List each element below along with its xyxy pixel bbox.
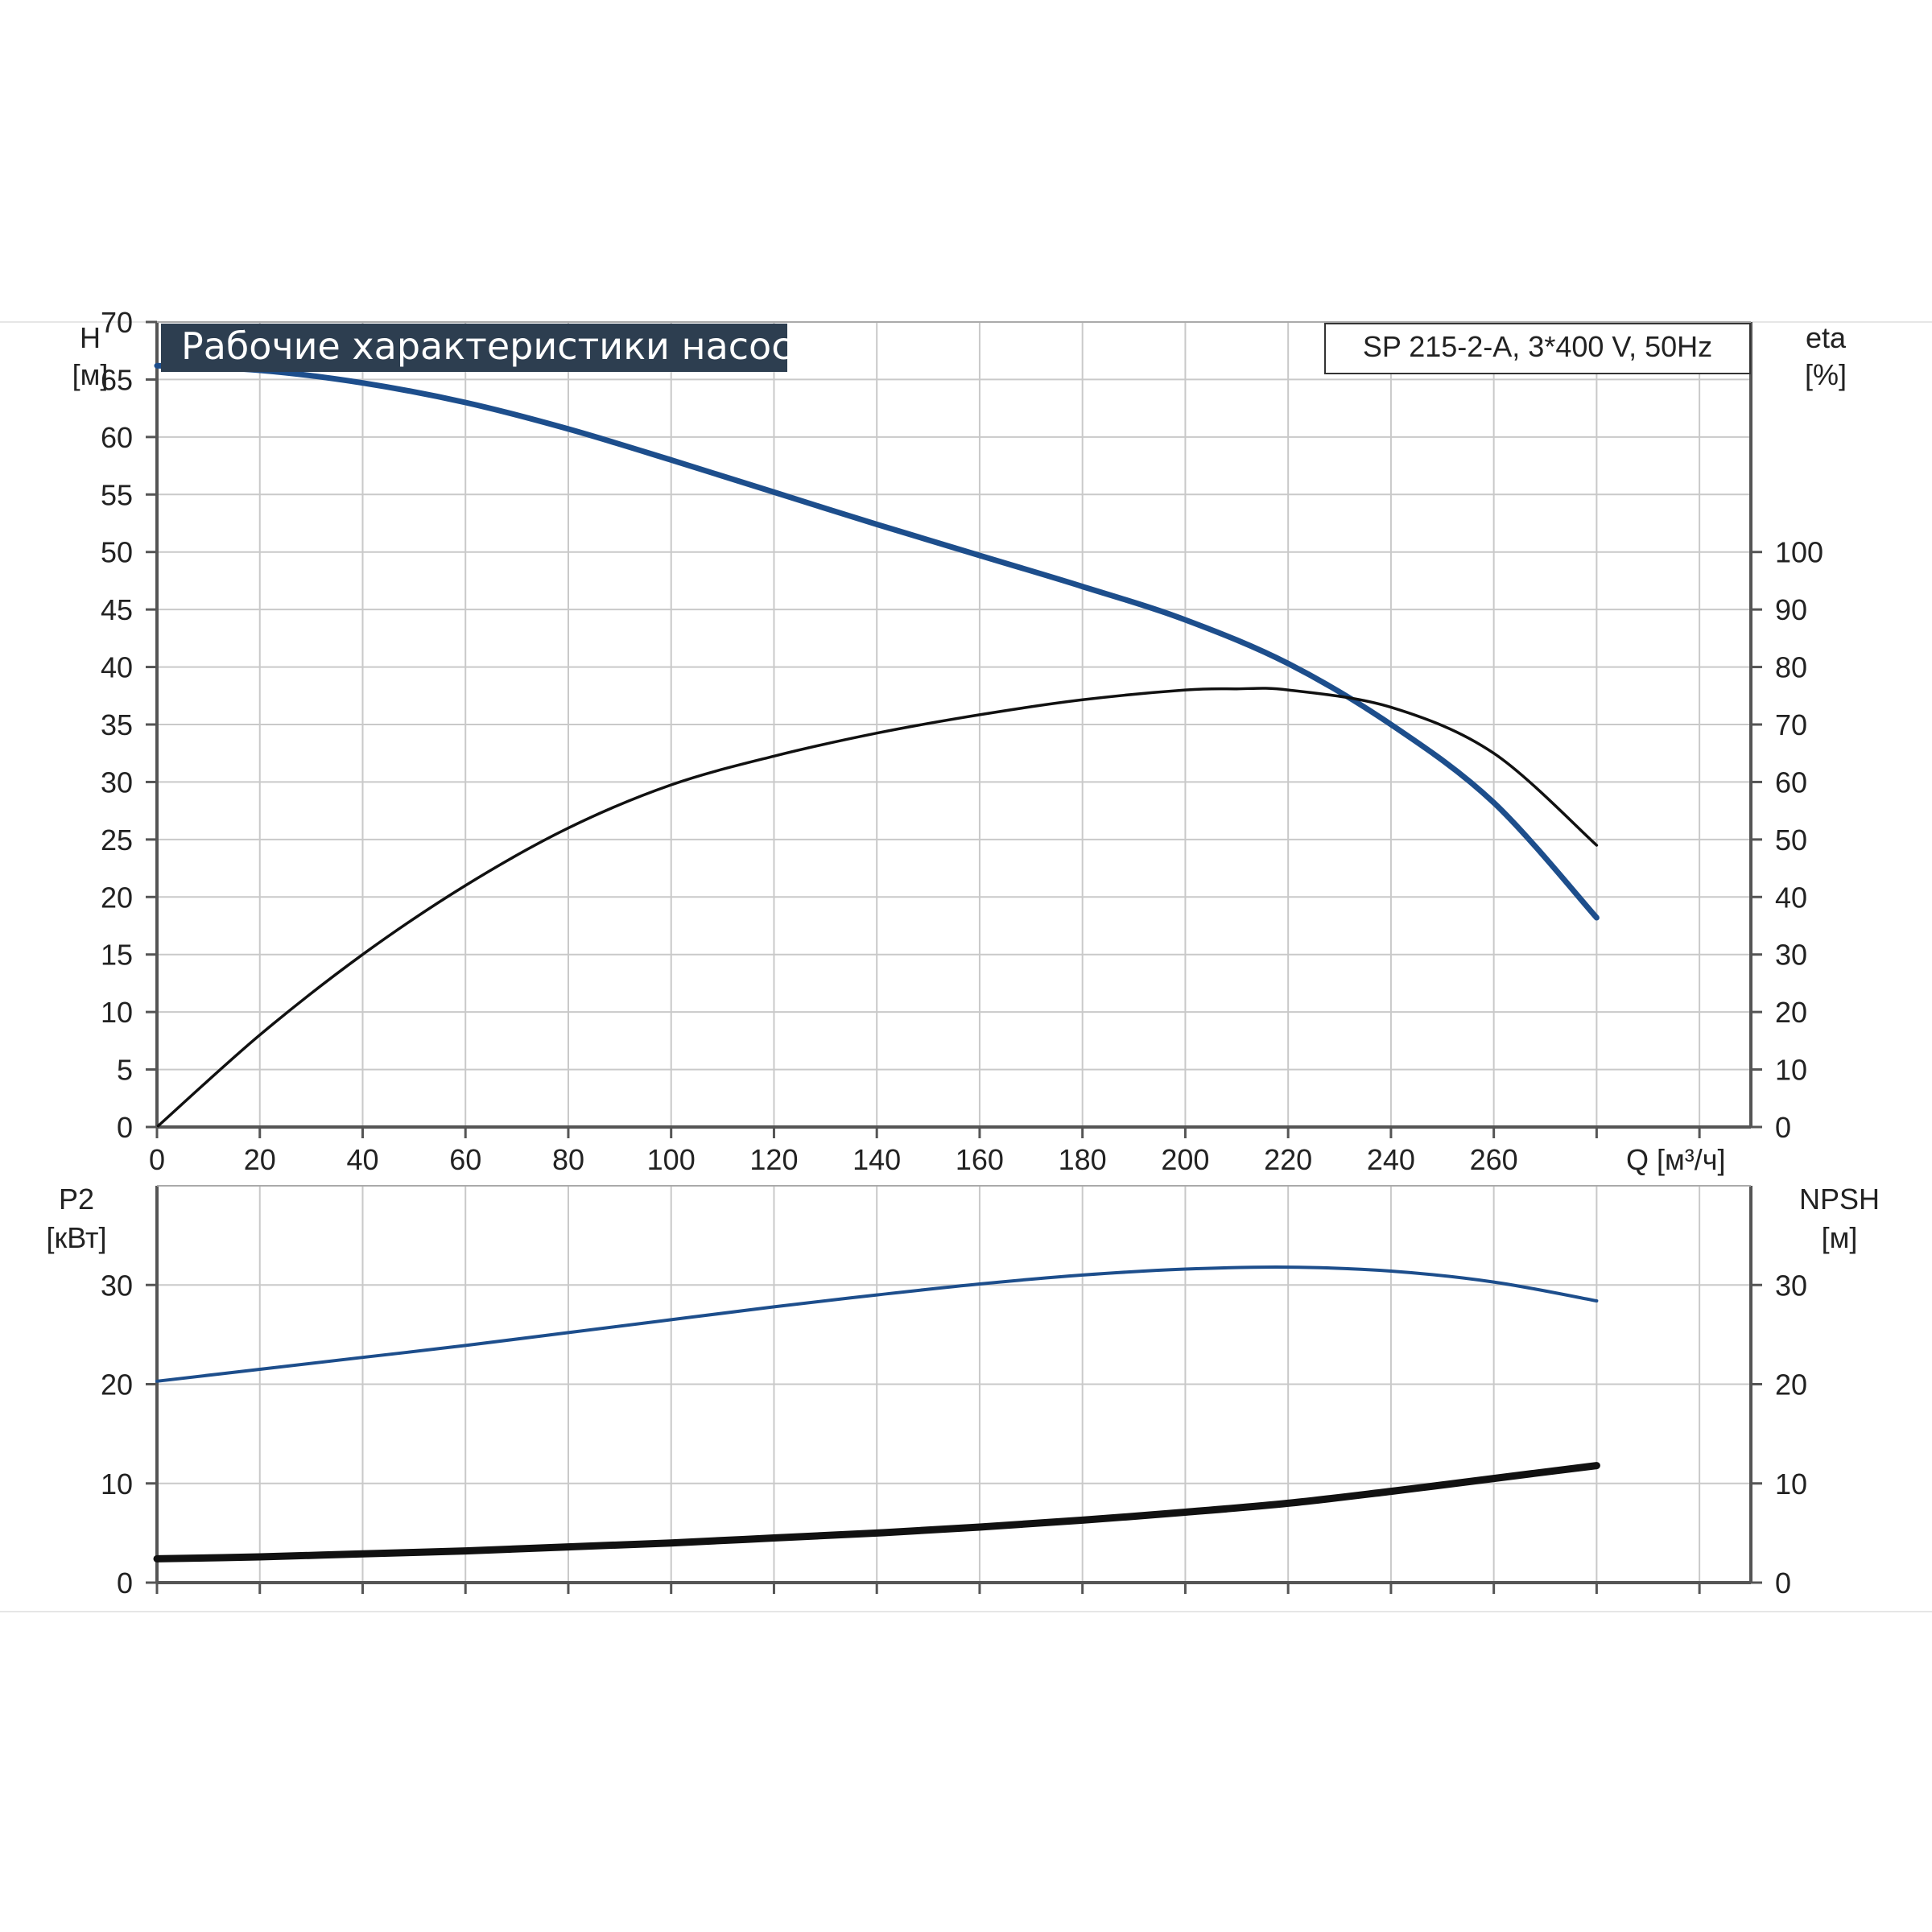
h-axis-tick-label: 70 [101, 306, 133, 339]
p2-axis-tick-label: 20 [101, 1368, 133, 1402]
npsh-axis-tick-label: 10 [1775, 1468, 1807, 1501]
q-axis-tick-label: 0 [149, 1143, 165, 1176]
h-axis-tick-label: 15 [101, 939, 133, 972]
npsh-axis-tick-label: 20 [1775, 1368, 1807, 1402]
h-axis-tick-label: 55 [101, 478, 133, 511]
top-left-axis-unit: [м] [72, 358, 109, 391]
top-right-axis-unit: [%] [1805, 358, 1847, 391]
chart-title: Рабочие характеристики насоса [181, 324, 815, 368]
power-curve [155, 1265, 1599, 1383]
title-box [161, 324, 787, 372]
q-axis-tick-label: 60 [449, 1143, 481, 1176]
q-axis-tick-label: 140 [852, 1143, 901, 1176]
top-plot-gridlines [157, 321, 1751, 1127]
h-axis-tick-label: 65 [101, 363, 133, 396]
p2-axis-tick-label: 10 [101, 1468, 133, 1501]
p2-axis-tick-label: 30 [101, 1269, 133, 1302]
eta-axis-tick-label: 100 [1775, 536, 1823, 569]
tick-labels: 0 5 10 15 20 25 30 35 40 45 50 55 60 65 70 0 10 20 30 40 50 6… [101, 306, 1823, 1600]
h-axis-tick-label: 50 [101, 536, 133, 569]
eta-axis-tick-label: 0 [1775, 1111, 1791, 1144]
q-axis-tick-label: 40 [346, 1143, 378, 1176]
bottom-plot-gridlines [157, 1186, 1751, 1583]
h-axis-tick-label: 35 [101, 708, 133, 741]
eta-axis-tick-label: 90 [1775, 593, 1807, 626]
eta-axis-tick-label: 10 [1775, 1054, 1807, 1087]
q-axis-tick-label: 260 [1470, 1143, 1518, 1176]
model-box [1324, 323, 1751, 374]
top-right-axis-title: eta [1806, 321, 1847, 354]
bottom-left-axis-unit: [кВт] [46, 1221, 106, 1254]
eta-axis-tick-label: 40 [1775, 881, 1807, 914]
chart-series [153, 362, 1600, 1563]
p2-axis-tick-label: 0 [117, 1567, 133, 1600]
h-axis-tick-label: 10 [101, 996, 133, 1029]
bottom-right-axis-unit: [м] [1822, 1221, 1858, 1254]
h-axis-tick-label: 25 [101, 824, 133, 857]
bottom-right-axis-title: NPSH [1799, 1183, 1880, 1216]
q-axis-tick-label: 80 [552, 1143, 584, 1176]
head-curve [154, 362, 1600, 921]
h-axis-tick-label: 0 [117, 1111, 133, 1144]
q-axis-tick-label: 160 [956, 1143, 1004, 1176]
q-axis-tick-label: 200 [1161, 1143, 1209, 1176]
npsh-axis-tick-label: 30 [1775, 1269, 1807, 1302]
h-axis-tick-label: 5 [117, 1054, 133, 1087]
q-axis-tick-label: 20 [244, 1143, 276, 1176]
h-axis-tick-label: 60 [101, 421, 133, 454]
eta-axis-tick-label: 60 [1775, 766, 1807, 799]
q-axis-tick-label: 240 [1367, 1143, 1415, 1176]
x-axis-label: Q [м³/ч] [1626, 1143, 1726, 1176]
h-axis-tick-label: 20 [101, 881, 133, 914]
eta-axis-tick-label: 70 [1775, 708, 1807, 741]
bottom-left-axis-title: P2 [59, 1183, 94, 1216]
h-axis-tick-label: 40 [101, 651, 133, 684]
model-label: SP 215-2-A, 3*400 V, 50Hz [1363, 330, 1712, 363]
h-axis-tick-label: 30 [101, 766, 133, 799]
eta-axis-tick-label: 20 [1775, 996, 1807, 1029]
npsh-curve [153, 1462, 1600, 1563]
q-axis-tick-label: 180 [1059, 1143, 1107, 1176]
q-axis-tick-label: 120 [749, 1143, 798, 1176]
q-axis-tick-label: 220 [1264, 1143, 1312, 1176]
eta-axis-tick-label: 50 [1775, 824, 1807, 857]
plot-frames [155, 321, 1752, 1584]
npsh-axis-tick-label: 0 [1775, 1567, 1791, 1600]
eta-axis-tick-label: 30 [1775, 939, 1807, 972]
eta-axis-tick-label: 80 [1775, 651, 1807, 684]
q-axis-tick-label: 100 [647, 1143, 696, 1176]
efficiency-curve [155, 687, 1599, 1129]
h-axis-tick-label: 45 [101, 593, 133, 626]
top-left-axis-title: H [80, 321, 101, 354]
